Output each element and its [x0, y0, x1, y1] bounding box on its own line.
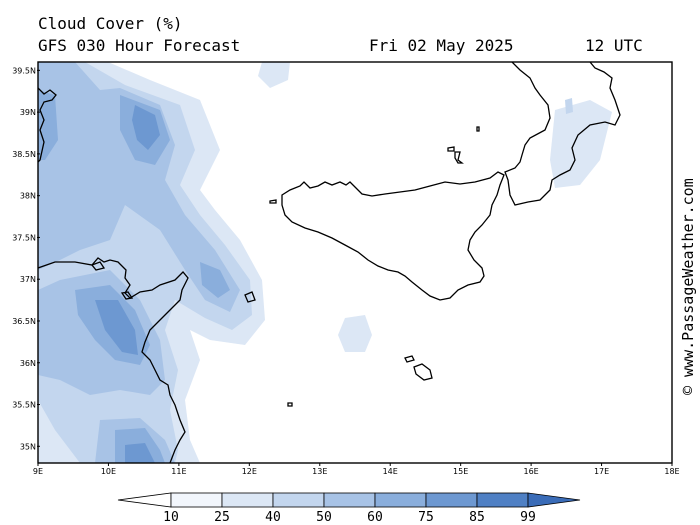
cloud-area	[200, 262, 230, 298]
credit-text: © www.PassageWeather.com	[679, 178, 697, 395]
cloud-area	[550, 100, 612, 188]
colorbar-segment	[425, 492, 478, 508]
lon-tick-label: 13E	[312, 467, 327, 476]
colorbar-level-label: 40	[265, 510, 281, 525]
colorbar-level-label: 60	[367, 510, 383, 525]
coastlines	[38, 62, 621, 463]
lat-tick-label: 39N	[20, 108, 36, 117]
lon-tick-label: 10E	[101, 467, 116, 476]
cloud-area	[258, 62, 290, 88]
colorbar-segment	[272, 492, 325, 508]
lat-tick-label: 35.5N	[12, 401, 36, 410]
colorbar-segment	[221, 492, 274, 508]
colorbar-level-label: 50	[316, 510, 332, 525]
colorbar-level-label: 99	[520, 510, 536, 525]
lon-tick-label: 18E	[664, 467, 679, 476]
lon-tick-label: 12E	[242, 467, 257, 476]
cloud-area	[38, 90, 58, 160]
coastline-gozo	[404, 355, 415, 363]
chart-title: Cloud Cover (%)	[38, 14, 183, 33]
coastline-pantelleria	[244, 291, 256, 303]
forecast-label: GFS 030 Hour Forecast	[38, 36, 241, 55]
coastline-calabria	[504, 62, 621, 206]
lon-tick-label: 11E	[171, 467, 186, 476]
map-frame	[37, 61, 673, 464]
colorbar-right-arrow	[527, 492, 581, 508]
coastline-egadi	[269, 199, 277, 204]
coastline-cap-bon	[120, 291, 134, 300]
colorbar-level-label: 25	[214, 510, 230, 525]
colorbar-segment	[323, 492, 376, 508]
coastline-tunisia-island	[90, 261, 106, 271]
colorbar-level-label: 85	[469, 510, 485, 525]
lat-tick-label: 35N	[20, 442, 36, 451]
colorbar-segment	[476, 492, 529, 508]
lat-tick-label: 36N	[20, 359, 36, 368]
cloud-layer	[38, 62, 612, 463]
longitude-ticks: 9E 10E 11E 12E 13E 14E 15E 16E 17E 18E	[33, 463, 680, 476]
cloud-area	[38, 62, 240, 312]
forecast-time: 12 UTC	[585, 36, 643, 55]
lon-tick-label: 15E	[453, 467, 468, 476]
lon-tick-label: 14E	[383, 467, 398, 476]
colorbar-level-label: 75	[418, 510, 434, 525]
lat-tick-label: 38N	[20, 192, 36, 201]
colorbar-segment	[374, 492, 427, 508]
colorbar	[117, 492, 581, 508]
latitude-ticks: 39.5N 39N 38.5N 38N 37.5N 37N 36.5N 36N 35.5N 35N	[12, 66, 40, 451]
coastline-lampedusa	[287, 402, 293, 407]
cloud-area	[565, 98, 573, 114]
lon-tick-label: 17E	[594, 467, 609, 476]
lon-tick-label: 16E	[523, 467, 538, 476]
colorbar-left-arrow	[117, 492, 172, 508]
cloud-area	[338, 315, 372, 352]
coastline-sicily	[281, 171, 505, 301]
coastline-sardinia	[38, 87, 57, 163]
cloud-area	[125, 443, 155, 463]
cloud-area	[95, 300, 138, 355]
colorbar-level-label: 10	[163, 510, 179, 525]
coastline-malta	[413, 363, 433, 381]
cloud-area	[132, 105, 160, 150]
coastline-tunisia	[38, 257, 189, 463]
lon-tick-label: 9E	[33, 467, 43, 476]
lat-tick-label: 37N	[20, 275, 36, 284]
lat-tick-label: 38.5N	[12, 150, 36, 159]
lat-tick-label: 36.5N	[12, 317, 36, 326]
lat-tick-label: 39.5N	[12, 66, 36, 75]
colorbar-segment	[170, 492, 223, 508]
forecast-date: Fri 02 May 2025	[369, 36, 514, 55]
coastline-aeolian	[447, 146, 455, 152]
coastline-ustica	[476, 126, 480, 132]
coastline-aeolian	[454, 151, 464, 164]
lat-tick-label: 37.5N	[12, 233, 36, 242]
